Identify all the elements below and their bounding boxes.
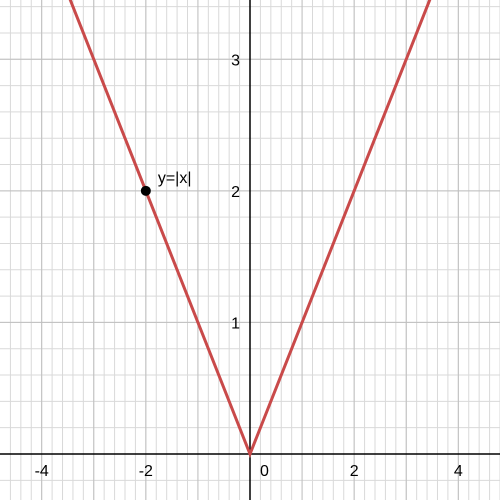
x-tick-label: -4 [35,463,49,480]
y-tick-label: 1 [231,315,240,332]
x-tick-label: 2 [350,463,359,480]
x-tick-label: 4 [454,463,463,480]
x-tick-label: -2 [139,463,153,480]
series-label: y=|x| [158,170,192,187]
absolute-value-chart: -4 -2 2 4 1 2 3 0 y=|x| [0,0,500,500]
marker-point [141,186,151,196]
y-tick-label: 3 [231,52,240,69]
origin-label: 0 [260,463,269,480]
y-tick-label: 2 [231,184,240,201]
chart-container: -4 -2 2 4 1 2 3 0 y=|x| [0,0,500,500]
